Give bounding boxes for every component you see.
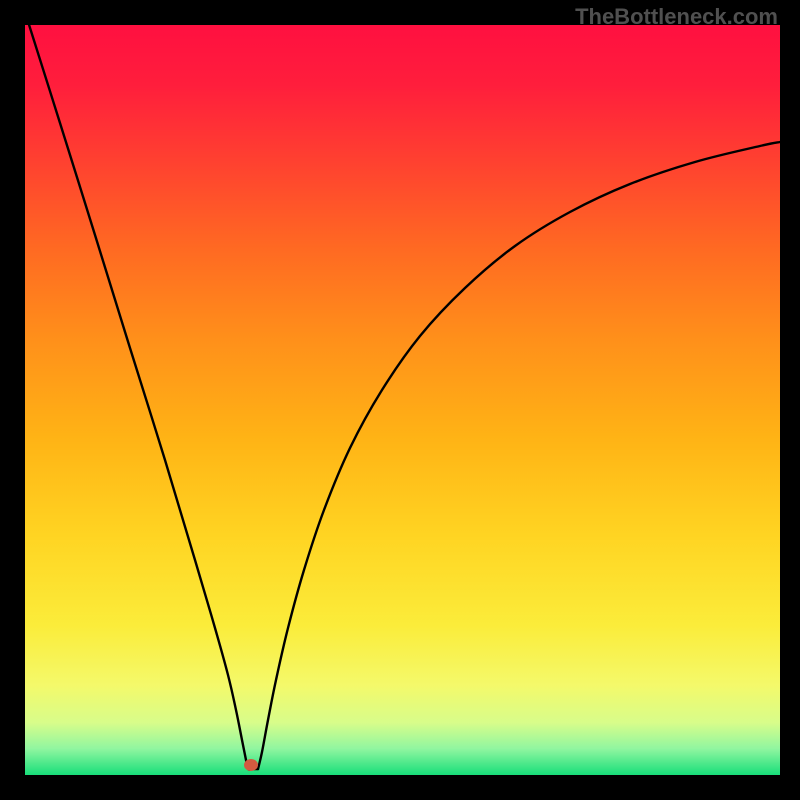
gradient-plot-area [25, 25, 780, 775]
bottleneck-chart [0, 0, 800, 800]
minimum-marker [244, 759, 258, 771]
chart-frame: TheBottleneck.com [0, 0, 800, 800]
watermark-text: TheBottleneck.com [575, 4, 778, 30]
